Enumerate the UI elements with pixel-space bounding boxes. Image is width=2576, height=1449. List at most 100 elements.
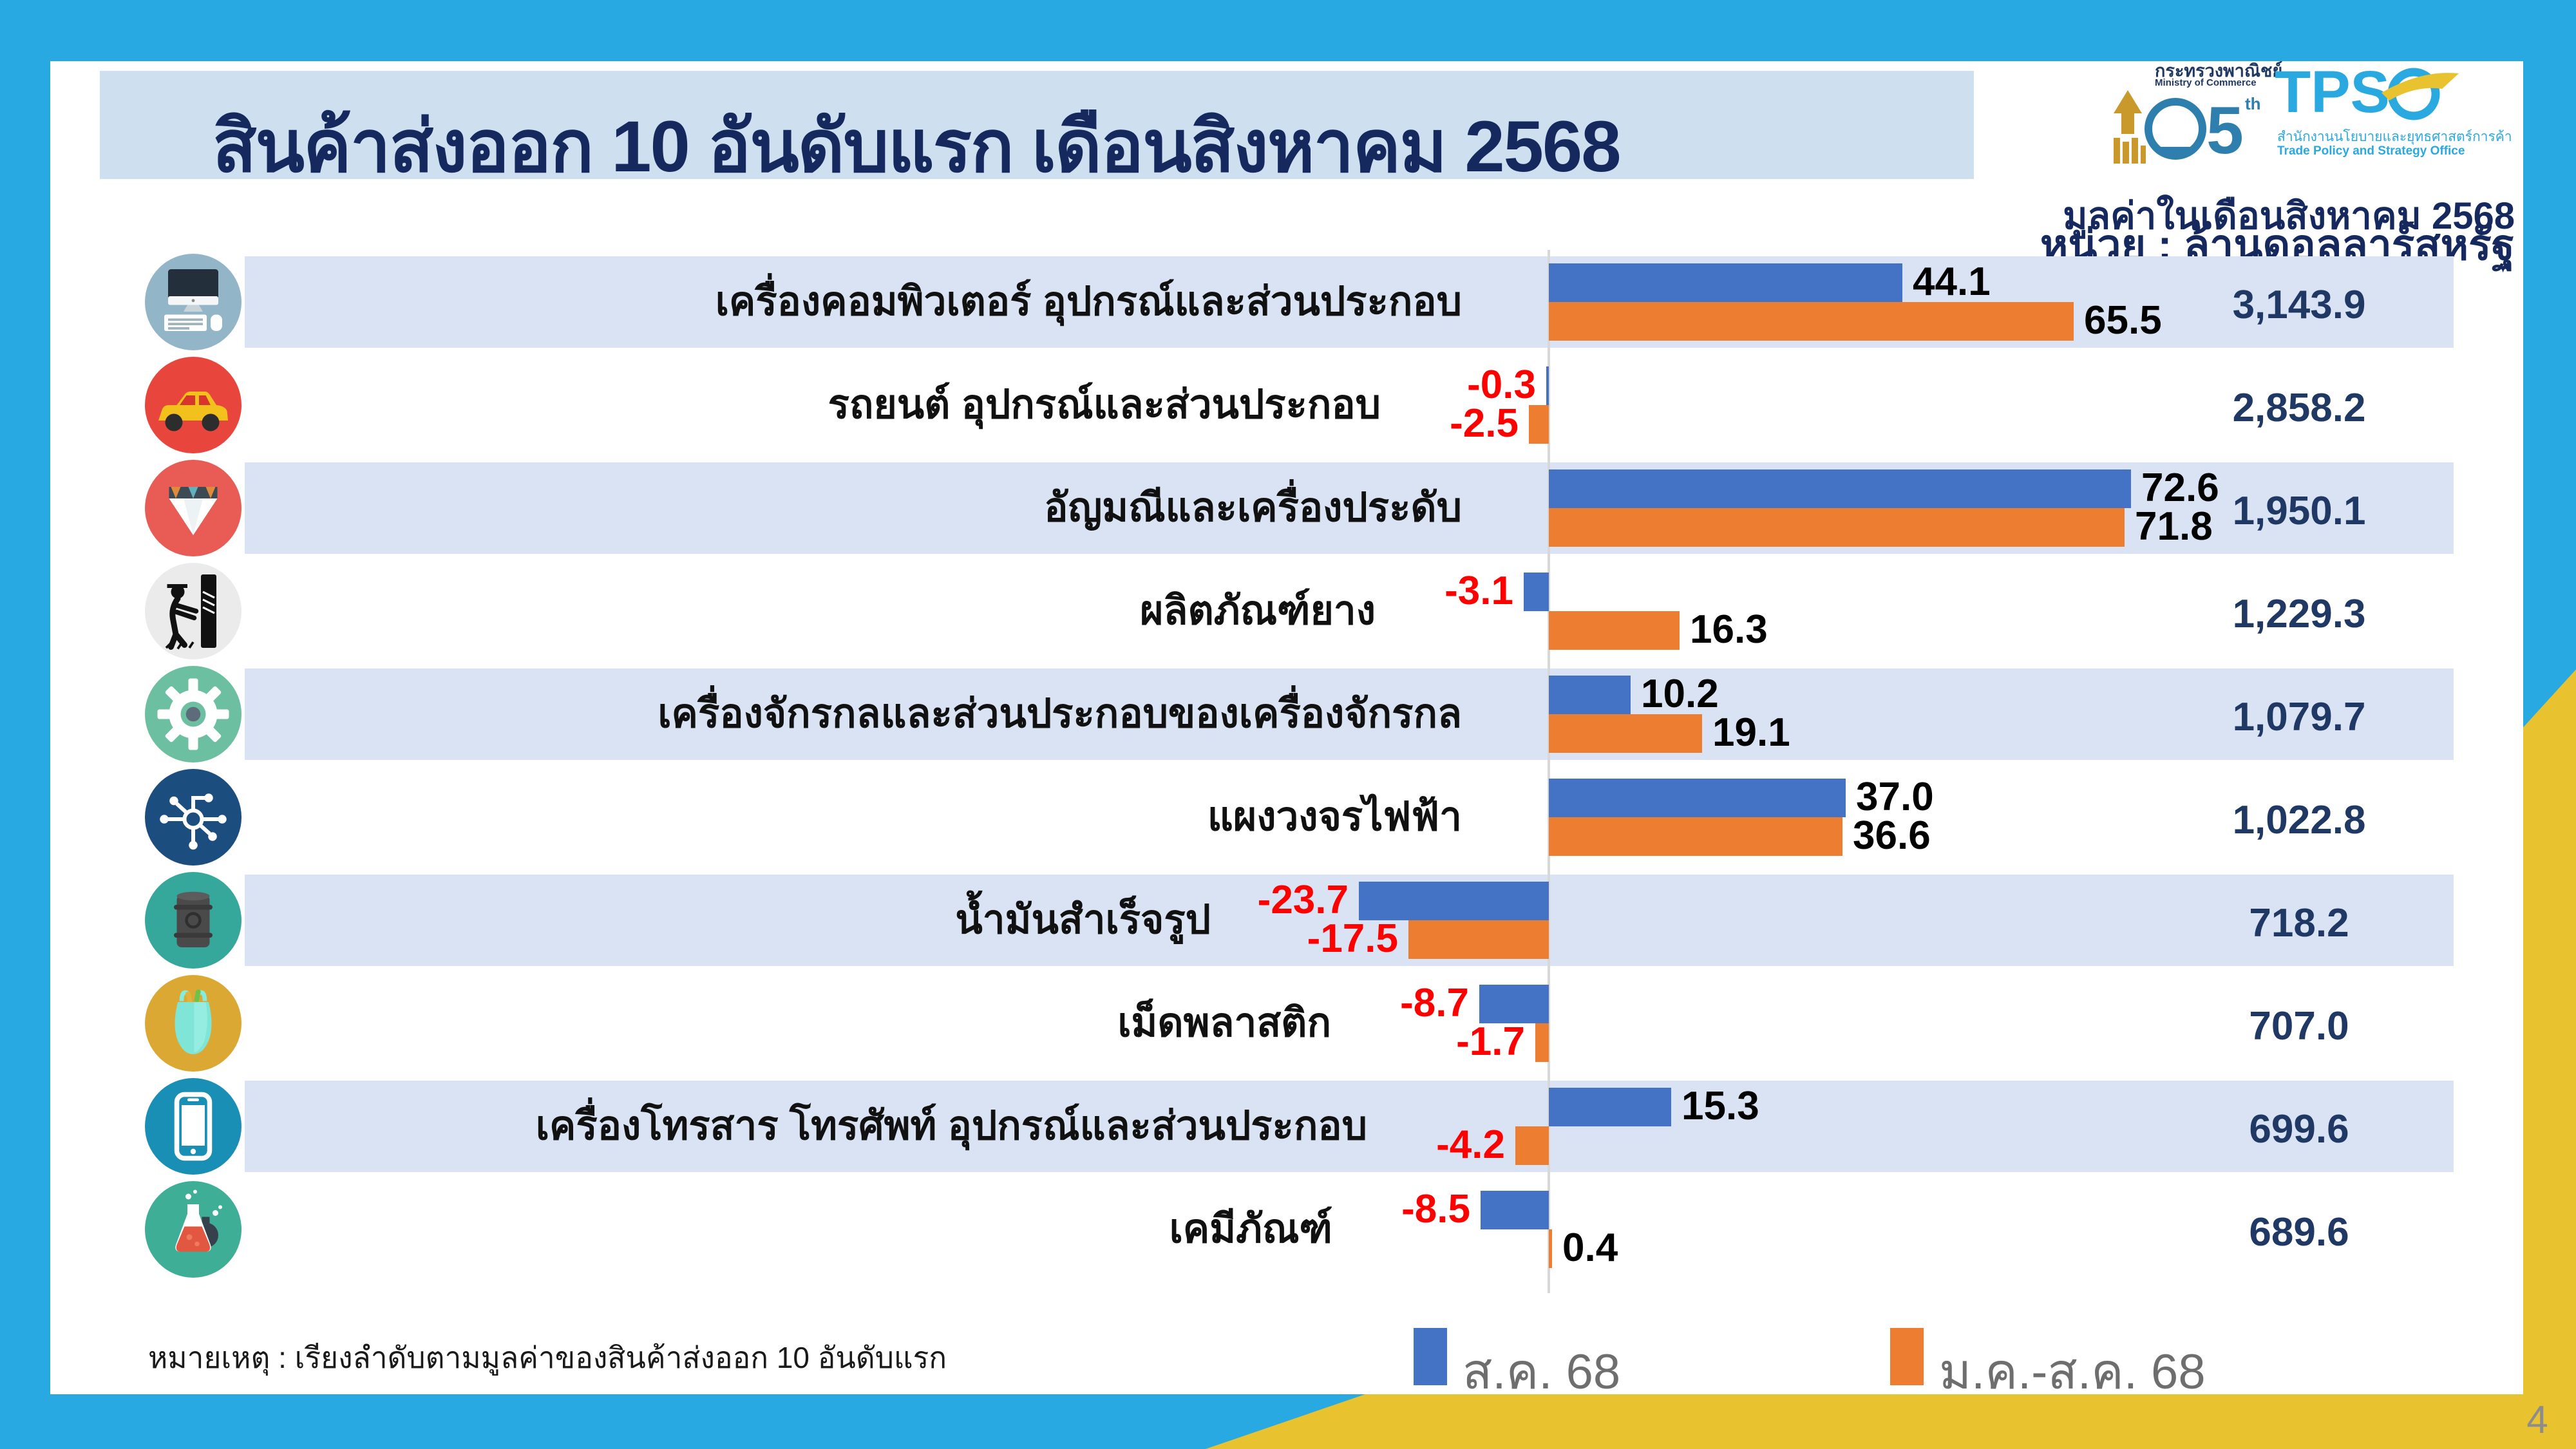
bar-value-label: 37.0 [1856,775,1934,819]
bar-aug [1479,985,1549,1023]
footnote: หมายเหตุ : เรียงลำดับตามมูลค่าของสินค้าส… [148,1341,947,1374]
chart-row: ผลิตภัณฑ์ยาง -3.1 16.3 1,229.3 [0,563,2576,668]
bar-value-label: 71.8 [2135,504,2213,549]
bar-aug [1481,1191,1549,1229]
plastic-bag-icon [145,975,242,1072]
frame-right-band-yellow [2523,669,2576,1449]
bar-value-label: 44.1 [1913,260,1991,304]
bar-value-label: 16.3 [1690,607,1768,652]
title-banner: สินค้าส่งออก 10 อันดับแรก เดือนสิงหาคม 2… [100,71,1974,187]
legend-swatch-blue [1414,1328,1447,1385]
page-number: 4 [2526,1398,2548,1441]
ministry-logo-english-name: Ministry of Commerce [2155,77,2257,88]
bar-value-label: -0.3 [1467,363,1536,407]
ministry-105th-emblem: 5 th [2114,90,2261,167]
page-title: สินค้าส่งออก 10 อันดับแรก เดือนสิงหาคม 2… [213,106,1621,187]
bar-value-label: -1.7 [1456,1019,1525,1064]
category-label: เม็ดพลาสติก [1117,1001,1331,1045]
legend-label-aug: ส.ค. 68 [1463,1345,1621,1399]
bar-jan-aug [1549,302,2074,341]
bar-value-label: 19.1 [1712,710,1790,755]
frame-top-band [0,0,2576,61]
bar-jan-aug [1529,405,1549,444]
category-label: รถยนต์ อุปกรณ์และส่วนประกอบ [828,383,1381,427]
row-total-value: 2,858.2 [2232,386,2366,430]
bar-value-label: -3.1 [1444,569,1513,613]
bar-jan-aug [1549,1229,1552,1268]
bar-value-label: -23.7 [1257,878,1349,922]
bar-value-label: 0.4 [1562,1226,1618,1270]
chart-row: แผงวงจรไฟฟ้า 37.0 36.6 1,022.8 [0,769,2576,875]
row-total-value: 707.0 [2249,1004,2349,1048]
row-total-value: 689.6 [2249,1210,2349,1255]
bar-value-label: -2.5 [1450,401,1519,446]
subtitle-value-month: มูลค่าในเดือนสิงหาคม 2568 [2063,195,2515,237]
bar-value-label: 72.6 [2141,466,2219,510]
row-band [245,1081,2454,1172]
svg-text:th: th [2245,94,2261,113]
row-band [245,668,2454,760]
svg-text:TPS: TPS [2275,64,2390,124]
ministry-logo-thai-name: กระทรวงพาณิชย์ [2155,61,2283,80]
frame-left-band [0,0,50,1449]
tpso-wordmark: TPS [2275,64,2459,124]
bar-aug [1549,779,1846,817]
chart-row: เม็ดพลาสติก -8.7 -1.7 707.0 [0,975,2576,1081]
bar-jan-aug [1549,508,2125,547]
bar-value-label: -8.5 [1401,1187,1470,1231]
bar-aug [1359,882,1549,920]
category-label: เครื่องโทรสาร โทรศัพท์ อุปกรณ์และส่วนประ… [535,1104,1367,1148]
bar-aug [1524,573,1549,611]
chart-row: น้ำมันสำเร็จรูป -23.7 -17.5 718.2 [0,872,2576,978]
category-label: เครื่องคอมพิวเตอร์ อุปกรณ์และส่วนประกอบ [715,279,1462,324]
bar-value-label: 15.3 [1681,1084,1759,1128]
chart-row: อัญมณีและเครื่องประดับ 72.6 71.8 1,950.1 [0,460,2576,565]
row-total-value: 1,022.8 [2232,798,2366,842]
row-total-value: 718.2 [2249,901,2349,945]
tpso-logo: TPS สำนักงานนโยบายและยุทธศาสตร์การค้า Tr… [2273,64,2518,177]
bar-jan-aug [1535,1023,1549,1062]
circuit-board-icon [145,769,242,866]
frame-bottom-band-yellow [1206,1394,2576,1449]
row-band [245,256,2454,348]
bar-jan-aug [1408,920,1549,959]
bar-value-label: 65.5 [2084,298,2162,343]
computer-icon [145,254,242,350]
oil-barrel-icon [145,872,242,969]
row-total-value: 1,229.3 [2232,592,2366,636]
gem-icon [145,460,242,556]
bar-aug [1546,366,1549,405]
row-band [245,875,2454,966]
bar-jan-aug [1515,1126,1549,1165]
bar-aug [1549,676,1631,714]
bar-value-label: -8.7 [1400,981,1469,1025]
bar-aug [1549,1088,1671,1126]
gear-icon [145,666,242,762]
chart-row: เครื่องโทรสาร โทรศัพท์ อุปกรณ์และส่วนประ… [0,1078,2576,1184]
bar-jan-aug [1549,611,1680,650]
car-icon [145,357,242,453]
bar-jan-aug [1549,817,1842,856]
chart-row: เครื่องคอมพิวเตอร์ อุปกรณ์และส่วนประกอบ 4… [0,254,2576,359]
legend-label-jan-aug: ม.ค.-ส.ค. 68 [1939,1345,2206,1399]
category-label: ผลิตภัณฑ์ยาง [1140,589,1376,633]
chart-row: เคมีภัณฑ์ -8.5 0.4 689.6 [0,1181,2576,1287]
legend-swatch-orange [1890,1328,1924,1385]
category-label: อัญมณีและเครื่องประดับ [1044,486,1462,530]
phone-icon [145,1078,242,1175]
bar-jan-aug [1549,714,1702,753]
bar-aug [1549,263,1902,302]
bar-value-label: -17.5 [1307,916,1398,961]
chart-axis-line [1548,250,1550,1293]
bar-value-label: 10.2 [1641,672,1719,716]
chemical-flask-icon [145,1181,242,1278]
chart-row: เครื่องจักรกลและส่วนประกอบของเครื่องจักร… [0,666,2576,772]
row-total-value: 3,143.9 [2232,283,2366,327]
bar-aug [1549,469,2131,508]
tpso-thai-name: สำนักงานนโยบายและยุทธศาสตร์การค้า [2277,129,2512,144]
row-total-value: 1,079.7 [2232,695,2366,739]
category-label: แผงวงจรไฟฟ้า [1207,795,1462,839]
chart-row: รถยนต์ อุปกรณ์และส่วนประกอบ -0.3 -2.5 2,858… [0,357,2576,462]
category-label: เคมีภัณฑ์ [1169,1207,1332,1251]
